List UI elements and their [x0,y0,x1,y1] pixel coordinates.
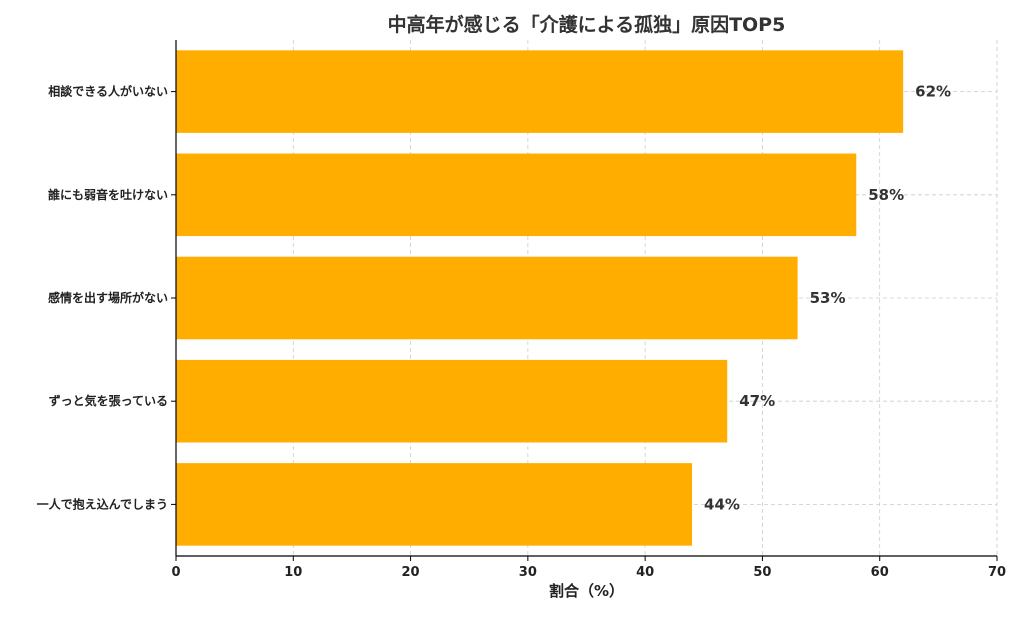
bar [176,359,728,443]
value-label: 58% [868,186,904,204]
labels: 0 10 20 30 40 50 60 70 相談できる人がいない 62% 誰にも弱音を吐けない 58… [37,83,1006,580]
category-label: ずっと気を張っている [49,393,168,408]
value-label: 62% [915,83,951,101]
bars [176,50,904,546]
x-tick-label: 30 [519,565,537,580]
x-tick-label: 70 [988,565,1006,580]
x-axis-title: 割合（%） [549,582,624,600]
bar [176,256,798,340]
chart-title: 中高年が感じる「介護による孤独」原因TOP5 [388,13,786,36]
category-label: 誰にも弱音を吐けない [48,187,168,202]
x-tick-label: 50 [753,565,771,580]
x-tick-label: 40 [636,565,654,580]
bar [176,463,693,546]
x-tick-label: 0 [171,565,180,580]
bar [176,50,904,133]
value-label: 47% [739,392,775,410]
value-label: 44% [704,495,740,513]
category-label: 一人で抱え込んでしまう [37,496,168,511]
category-label: 相談できる人がいない [48,84,168,99]
x-tick-label: 60 [871,565,889,580]
x-tick-label: 20 [402,565,420,580]
bar [176,153,857,237]
axes [171,40,998,561]
category-label: 感情を出す場所がない [48,290,168,305]
value-label: 53% [810,289,846,307]
x-tick-label: 10 [284,565,302,580]
